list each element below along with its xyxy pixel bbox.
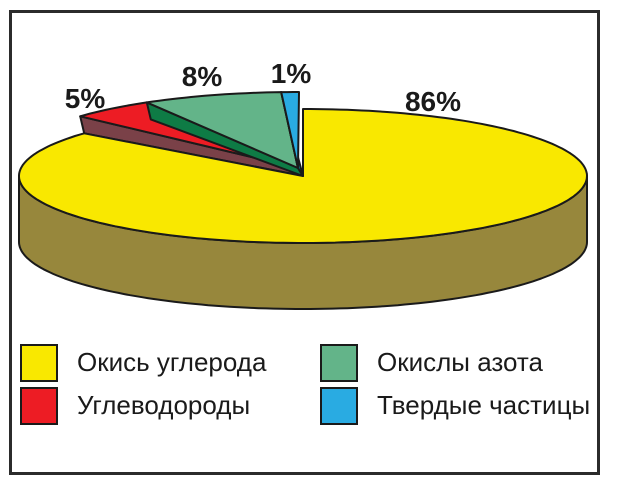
- pct-label-hydrocarbons: 5%: [65, 83, 106, 114]
- pie-geometry: [18, 91, 588, 310]
- legend-swatch-yellow: [20, 343, 58, 382]
- legend-item-carbon-monoxide: Окись углерода: [20, 343, 266, 382]
- legend-label-carbon-monoxide: Окись углерода: [77, 347, 267, 377]
- legend-label-hydrocarbons: Углеводороды: [77, 390, 251, 420]
- legend-label-solid-particles: Твердые частицы: [377, 390, 591, 420]
- legend-item-nitrogen-oxides: Окислы азота: [320, 343, 543, 382]
- pct-label-solid-particles: 1%: [271, 58, 312, 89]
- legend-item-hydrocarbons: Углеводороды: [20, 386, 250, 425]
- legend-label-nitrogen-oxides: Окислы азота: [377, 347, 543, 377]
- pie-slice-nitrogen-oxides: [145, 91, 299, 169]
- pct-label-nitrogen-oxides: 8%: [182, 61, 223, 92]
- legend-swatch-blue: [320, 386, 358, 425]
- pie-slice-solid-particles: [280, 91, 300, 169]
- legend-swatch-red: [20, 386, 58, 425]
- pct-label-carbon-monoxide: 86%: [405, 86, 461, 117]
- legend-swatch-green: [320, 343, 358, 382]
- legend-item-solid-particles: Твердые частицы: [320, 386, 590, 425]
